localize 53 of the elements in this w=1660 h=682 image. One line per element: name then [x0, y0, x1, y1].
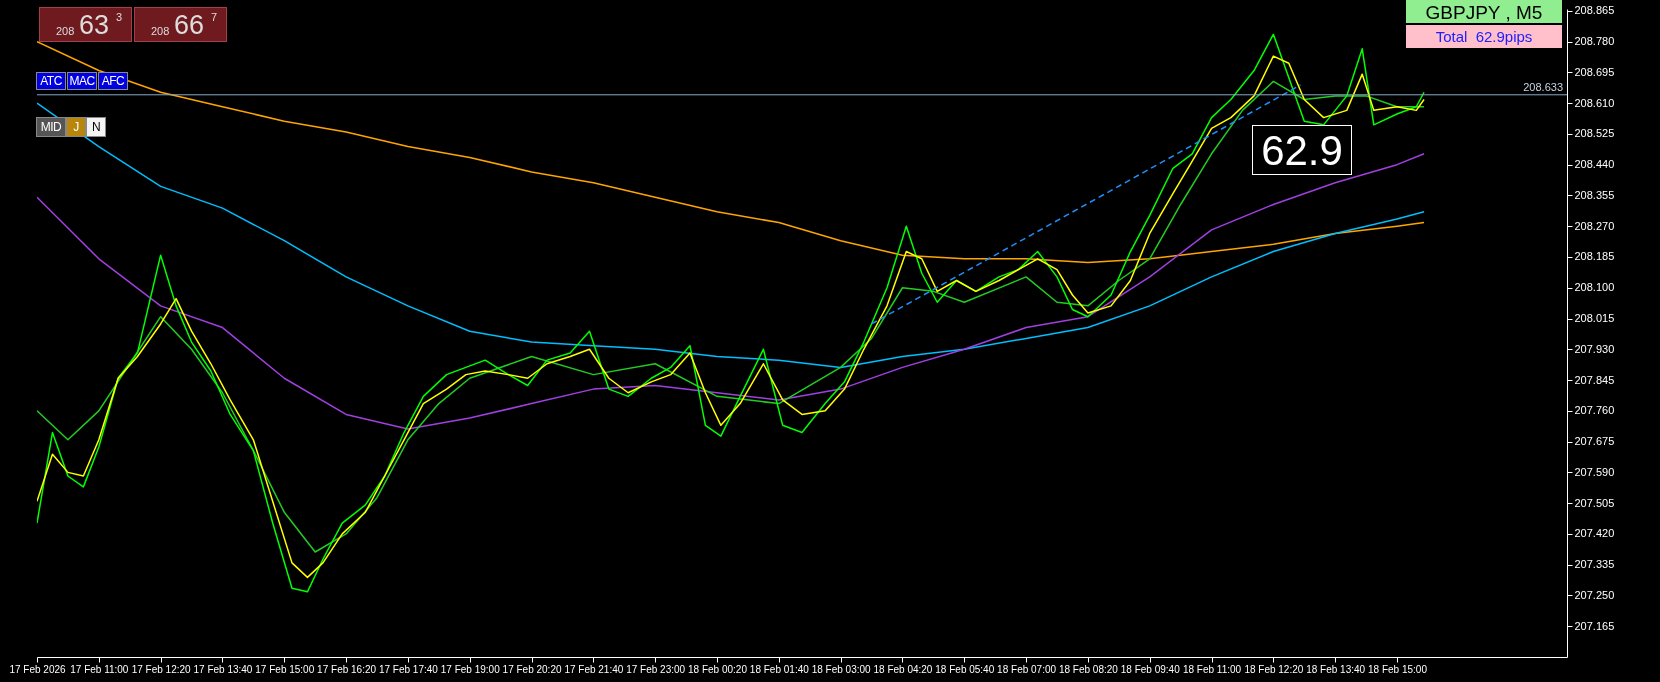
annotation: 208	[56, 25, 75, 37]
y-tick-label: 208.440	[1574, 158, 1615, 171]
x-tick-label: 17 Feb 11:00	[70, 663, 129, 675]
x-tick-label: 18 Feb 15:00	[1368, 663, 1428, 675]
line-series	[37, 102, 1425, 369]
x-tick-label: 18 Feb 09:40	[1120, 663, 1181, 675]
x-tick-label: 17 Feb 17:40	[378, 663, 439, 675]
annotation: 66	[174, 10, 205, 40]
y-tick-label: 208.355	[1574, 188, 1615, 201]
y-tick-label: 207.505	[1574, 496, 1615, 509]
x-tick-label: 17 Feb 20:20	[502, 663, 562, 675]
x-tick-label: 18 Feb 03:00	[811, 663, 872, 675]
y-tick-label: 207.250	[1574, 588, 1615, 601]
annotation: 208	[151, 25, 170, 37]
y-tick-label: 208.695	[1574, 65, 1615, 78]
y-tick-label: 208.185	[1574, 250, 1615, 263]
x-tick-label: 18 Feb 00:20	[688, 663, 748, 675]
ref-line-label: 208.633	[1523, 80, 1563, 93]
line-series	[37, 40, 1425, 264]
y-tick-label: 207.420	[1574, 527, 1615, 540]
x-tick-label: 18 Feb 11:00	[1182, 663, 1242, 675]
y-tick-label: 207.590	[1574, 465, 1615, 478]
y-tick-label: 208.865	[1574, 4, 1615, 17]
x-tick-label: 18 Feb 01:40	[749, 663, 810, 675]
y-tick-label: 207.760	[1574, 404, 1615, 417]
y-tick-label: 207.165	[1574, 619, 1615, 632]
annotation: 3	[116, 11, 123, 23]
annotation: 7	[211, 11, 218, 23]
x-tick-label: 17 Feb 19:00	[440, 663, 501, 675]
y-tick-label: 208.780	[1574, 35, 1615, 48]
x-tick-label: 17 Feb 16:20	[317, 663, 377, 675]
annotation: 63	[79, 10, 110, 40]
x-tick-label: 18 Feb 07:00	[997, 663, 1057, 675]
x-tick-label: 17 Feb 21:40	[564, 663, 624, 675]
y-tick-label: 207.335	[1574, 558, 1615, 571]
x-tick-label: 18 Feb 08:20	[1058, 663, 1119, 675]
y-tick-label: 208.610	[1574, 96, 1615, 109]
x-tick-label: 17 Feb 15:00	[255, 663, 315, 675]
x-tick-label: 17 Feb 23:00	[626, 663, 686, 675]
y-tick-label: 207.930	[1574, 342, 1615, 355]
y-tick-label: 208.100	[1574, 281, 1615, 294]
x-tick-label: 18 Feb 12:20	[1244, 663, 1304, 675]
y-tick-label: 208.015	[1574, 312, 1615, 325]
x-tick-label: 17 Feb 2026	[9, 663, 67, 675]
x-tick-label: 18 Feb 13:40	[1306, 663, 1366, 675]
y-tick-label: 208.270	[1574, 219, 1615, 232]
x-tick-label: 18 Feb 05:40	[935, 663, 995, 675]
x-tick-label: 17 Feb 13:40	[193, 663, 253, 675]
x-tick-label: 17 Feb 12:20	[131, 663, 192, 675]
y-tick-label: 208.525	[1574, 127, 1615, 140]
x-tick-label: 18 Feb 04:20	[873, 663, 933, 675]
y-tick-label: 207.845	[1574, 373, 1615, 386]
y-tick-label: 207.675	[1574, 435, 1615, 448]
